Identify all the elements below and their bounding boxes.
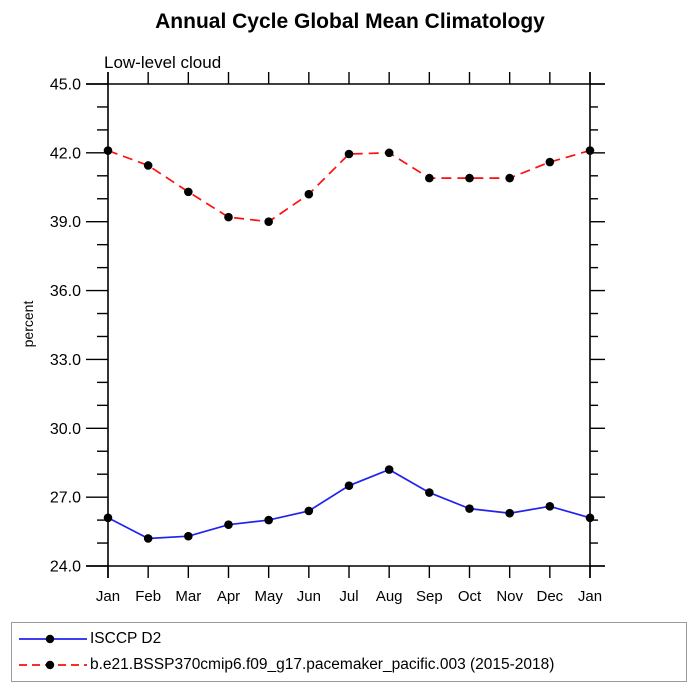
- series-line-0: [107, 468, 591, 540]
- data-point-marker: [224, 212, 233, 222]
- data-point-marker: [425, 488, 434, 497]
- x-tick-label: Apr: [217, 588, 240, 605]
- x-tick-label: May: [254, 588, 283, 605]
- data-point-marker: [304, 189, 314, 199]
- data-point-marker: [103, 513, 113, 523]
- y-tick-label: 24.0: [50, 559, 81, 576]
- legend-line-sample: [19, 634, 87, 643]
- y-tick-label: 33.0: [50, 352, 81, 369]
- legend-item-1: b.e21.BSSP370cmip6.f09_g17.pacemaker_pac…: [12, 654, 686, 676]
- x-tick-label: Oct: [458, 588, 482, 605]
- data-point-marker: [184, 187, 193, 197]
- x-tick-label: Jul: [339, 588, 358, 605]
- legend-item-0: ISCCP D2: [12, 628, 686, 650]
- y-tick-label: 36.0: [50, 283, 81, 300]
- data-point-marker: [545, 157, 555, 167]
- y-tick-label: 42.0: [50, 145, 81, 162]
- data-point-marker: [344, 481, 354, 490]
- data-point-marker: [545, 502, 555, 511]
- data-point-marker: [505, 508, 514, 518]
- data-point-marker: [465, 504, 474, 513]
- x-tick-label: Nov: [496, 588, 523, 605]
- x-tick-label: Jan: [96, 588, 120, 605]
- data-point-marker: [224, 520, 233, 529]
- data-point-marker: [264, 217, 273, 227]
- series-line-1: [107, 149, 591, 223]
- data-point-marker: [384, 148, 394, 158]
- data-point-marker: [465, 173, 474, 183]
- data-point-marker: [143, 161, 153, 170]
- data-point-marker: [585, 146, 595, 155]
- legend-marker-icon: [45, 634, 55, 643]
- chart-title: Annual Cycle Global Mean Climatology: [155, 10, 545, 33]
- data-point-marker: [264, 515, 273, 525]
- x-tick-label: Feb: [135, 588, 161, 605]
- x-tick-label: Sep: [416, 588, 443, 605]
- chart-subtitle: Low-level cloud: [104, 53, 222, 72]
- plot-area: 24.0 27.0 30.0 33.0 36.0 39.0 42.0 45.0 Jan Feb Ma…: [50, 72, 605, 605]
- data-point-marker: [505, 173, 514, 183]
- legend-label: ISCCP D2: [90, 629, 162, 647]
- x-tick-label: Dec: [536, 588, 563, 605]
- x-tick-label: Jun: [297, 588, 321, 605]
- legend-box: ISCCP D2 b.e21.BSSP370cmip6.f09_g17.pacem…: [11, 622, 687, 682]
- data-point-marker: [425, 173, 434, 183]
- legend-line-sample: [19, 661, 87, 670]
- data-point-marker: [143, 534, 153, 543]
- data-point-marker: [184, 531, 193, 541]
- x-tick-label: Aug: [376, 588, 403, 605]
- y-tick-label: 45.0: [50, 77, 81, 94]
- data-point-marker: [585, 513, 595, 523]
- y-tick-label: 39.0: [50, 214, 81, 231]
- data-point-marker: [304, 506, 314, 516]
- data-point-marker: [384, 465, 394, 474]
- data-point-marker: [103, 146, 113, 155]
- legend-marker-icon: [45, 661, 55, 670]
- y-tick-label: 30.0: [50, 421, 81, 438]
- x-tick-label: Mar: [175, 588, 201, 605]
- data-point-marker: [344, 149, 354, 159]
- y-tick-label: 27.0: [50, 490, 81, 507]
- x-tick-label: Jan: [578, 588, 602, 605]
- legend-label: b.e21.BSSP370cmip6.f09_g17.pacemaker_pac…: [90, 656, 555, 674]
